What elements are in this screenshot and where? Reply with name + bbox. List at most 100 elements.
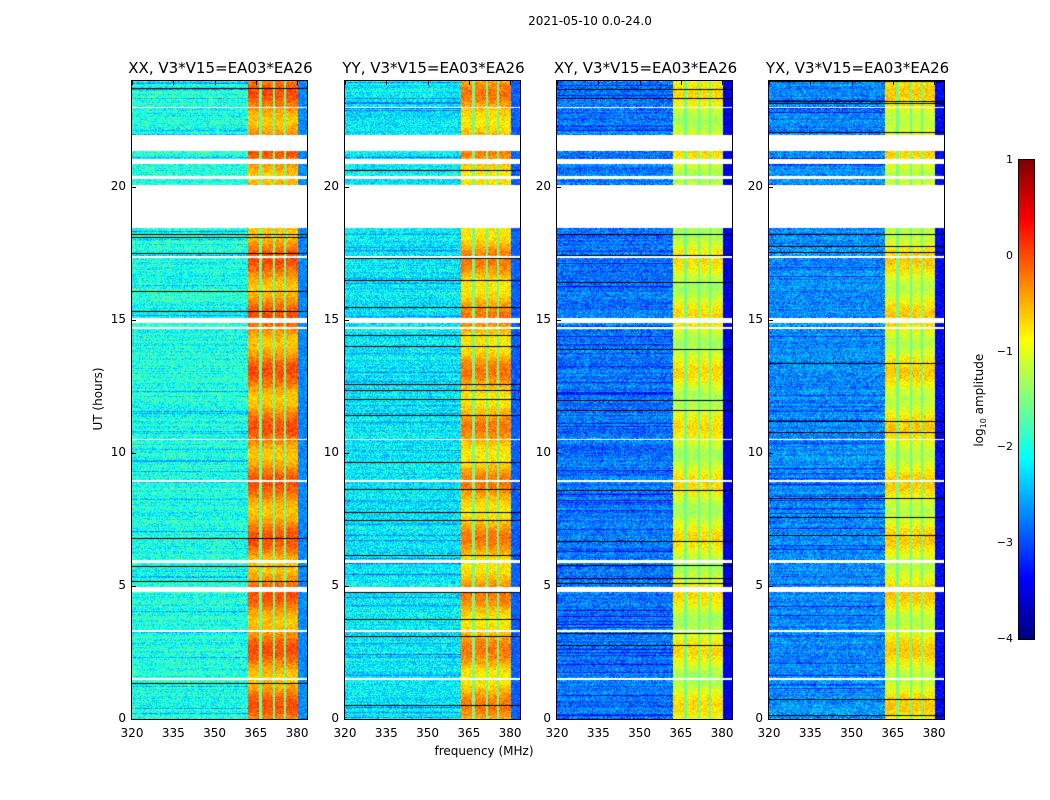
x-tick-mark [132,81,133,85]
panel-title: XX, V3*V15=EA03*EA26 [128,59,313,77]
y-tick-mark [557,187,561,189]
x-tick-mark [427,81,429,85]
y-tick-mark [769,586,773,588]
y-tick-label: 5 [755,578,763,593]
colorbar-label: log10 amplitude [971,353,989,447]
y-tick-mark [557,320,561,322]
heatmap-image [769,81,944,719]
x-tick-label: 335 [586,726,610,740]
x-tick-mark [173,81,175,85]
x-tick-mark [851,81,853,85]
x-tick-label: 350 [840,726,863,740]
y-tick-label: 5 [543,578,551,593]
y-tick-mark [557,719,561,720]
y-tick-label: 15 [535,312,551,327]
panel-title: XY, V3*V15=EA03*EA26 [553,59,738,77]
y-tick-mark [132,719,136,720]
x-tick-mark [680,81,682,85]
y-tick-mark [132,453,136,455]
colorbar-tick-label: −3 [996,536,1013,550]
panel-title: YX, V3*V15=EA03*EA26 [765,59,950,77]
colorbar [1018,159,1035,640]
x-tick-mark [892,81,894,85]
y-tick-mark [132,586,136,588]
y-axis-label: UT (hours) [91,367,105,431]
x-tick-label: 335 [374,726,398,740]
y-tick-label: 10 [747,445,763,460]
x-tick-label: 350 [203,726,226,740]
y-tick-mark [345,719,349,720]
y-tick-mark [557,453,561,455]
y-tick-mark [769,719,773,720]
x-tick-label: 365 [669,726,693,740]
x-tick-mark [255,81,257,85]
heatmap-image [345,81,520,719]
colorbar-tick-label: 0 [1006,248,1013,262]
y-tick-label: 20 [323,179,339,194]
y-tick-label: 0 [755,711,763,725]
x-tick-label: 335 [798,726,822,740]
y-tick-mark [345,187,349,189]
heatmap-panel-3: XY, V3*V15=EA03*EA26 320 335 350 365 380 0 5 10 1… [536,59,737,740]
x-tick-mark [722,81,724,85]
x-tick-mark [810,81,812,85]
x-tick-label: 335 [161,726,185,740]
x-tick-label: 365 [244,726,268,740]
y-tick-mark [345,586,349,588]
y-tick-label: 5 [118,578,126,593]
y-tick-label: 5 [331,578,339,593]
x-tick-label: 380 [710,726,734,740]
x-tick-label: 365 [457,726,481,740]
y-tick-label: 0 [543,711,551,725]
x-axis-label: frequency (MHz) [434,744,534,758]
y-tick-label: 0 [118,711,126,725]
x-tick-mark [345,81,346,85]
x-tick-mark [769,81,770,85]
y-tick-mark [557,586,561,588]
x-tick-label: 365 [881,726,905,740]
y-tick-label: 0 [331,711,339,725]
x-tick-label: 350 [416,726,439,740]
x-tick-label: 350 [628,726,651,740]
x-tick-mark [598,81,600,85]
y-tick-label: 20 [747,179,763,194]
x-tick-mark [639,81,641,85]
y-tick-label: 15 [747,312,763,327]
y-tick-label: 10 [323,445,339,460]
colorbar-tick-label: −4 [996,632,1013,645]
x-tick-mark [557,81,558,85]
colorbar-tick-label: −2 [996,440,1013,454]
figure-title: 2021-05-10 0.0-24.0 [528,14,652,28]
heatmap-panel-1: XX, V3*V15=EA03*EA26 320 335 350 365 380 0 5 10 1… [111,59,313,740]
y-tick-label: 20 [110,179,126,194]
y-tick-mark [132,320,136,322]
heatmap-image [132,81,307,719]
x-tick-mark [297,81,299,85]
y-tick-mark [769,453,773,455]
x-tick-label: 320 [120,726,144,740]
x-tick-label: 380 [922,726,946,740]
y-tick-label: 15 [323,312,339,327]
colorbar-tick-label: 1 [1006,153,1013,166]
y-tick-mark [132,187,136,189]
x-tick-label: 320 [333,726,357,740]
y-tick-label: 10 [535,445,551,460]
x-tick-label: 380 [498,726,522,740]
y-tick-mark [345,453,349,455]
x-tick-mark [386,81,388,85]
y-tick-label: 10 [110,445,126,460]
y-tick-mark [769,187,773,189]
colorbar-tick-label: −1 [996,344,1013,358]
heatmap-panel-2: YY, V3*V15=EA03*EA26 320 335 350 365 380 0 5 10 1… [324,59,525,740]
x-tick-label: 320 [757,726,781,740]
heatmap-panel-4: YX, V3*V15=EA03*EA26 320 335 350 365 380 0 5 10 1… [748,59,949,740]
panel-title: YY, V3*V15=EA03*EA26 [342,59,525,77]
x-tick-mark [934,81,936,85]
x-tick-mark [214,81,216,85]
x-tick-label: 380 [285,726,309,740]
heatmap-image [557,81,732,719]
y-tick-label: 20 [535,179,551,194]
x-tick-mark [510,81,512,85]
y-tick-mark [345,320,349,322]
